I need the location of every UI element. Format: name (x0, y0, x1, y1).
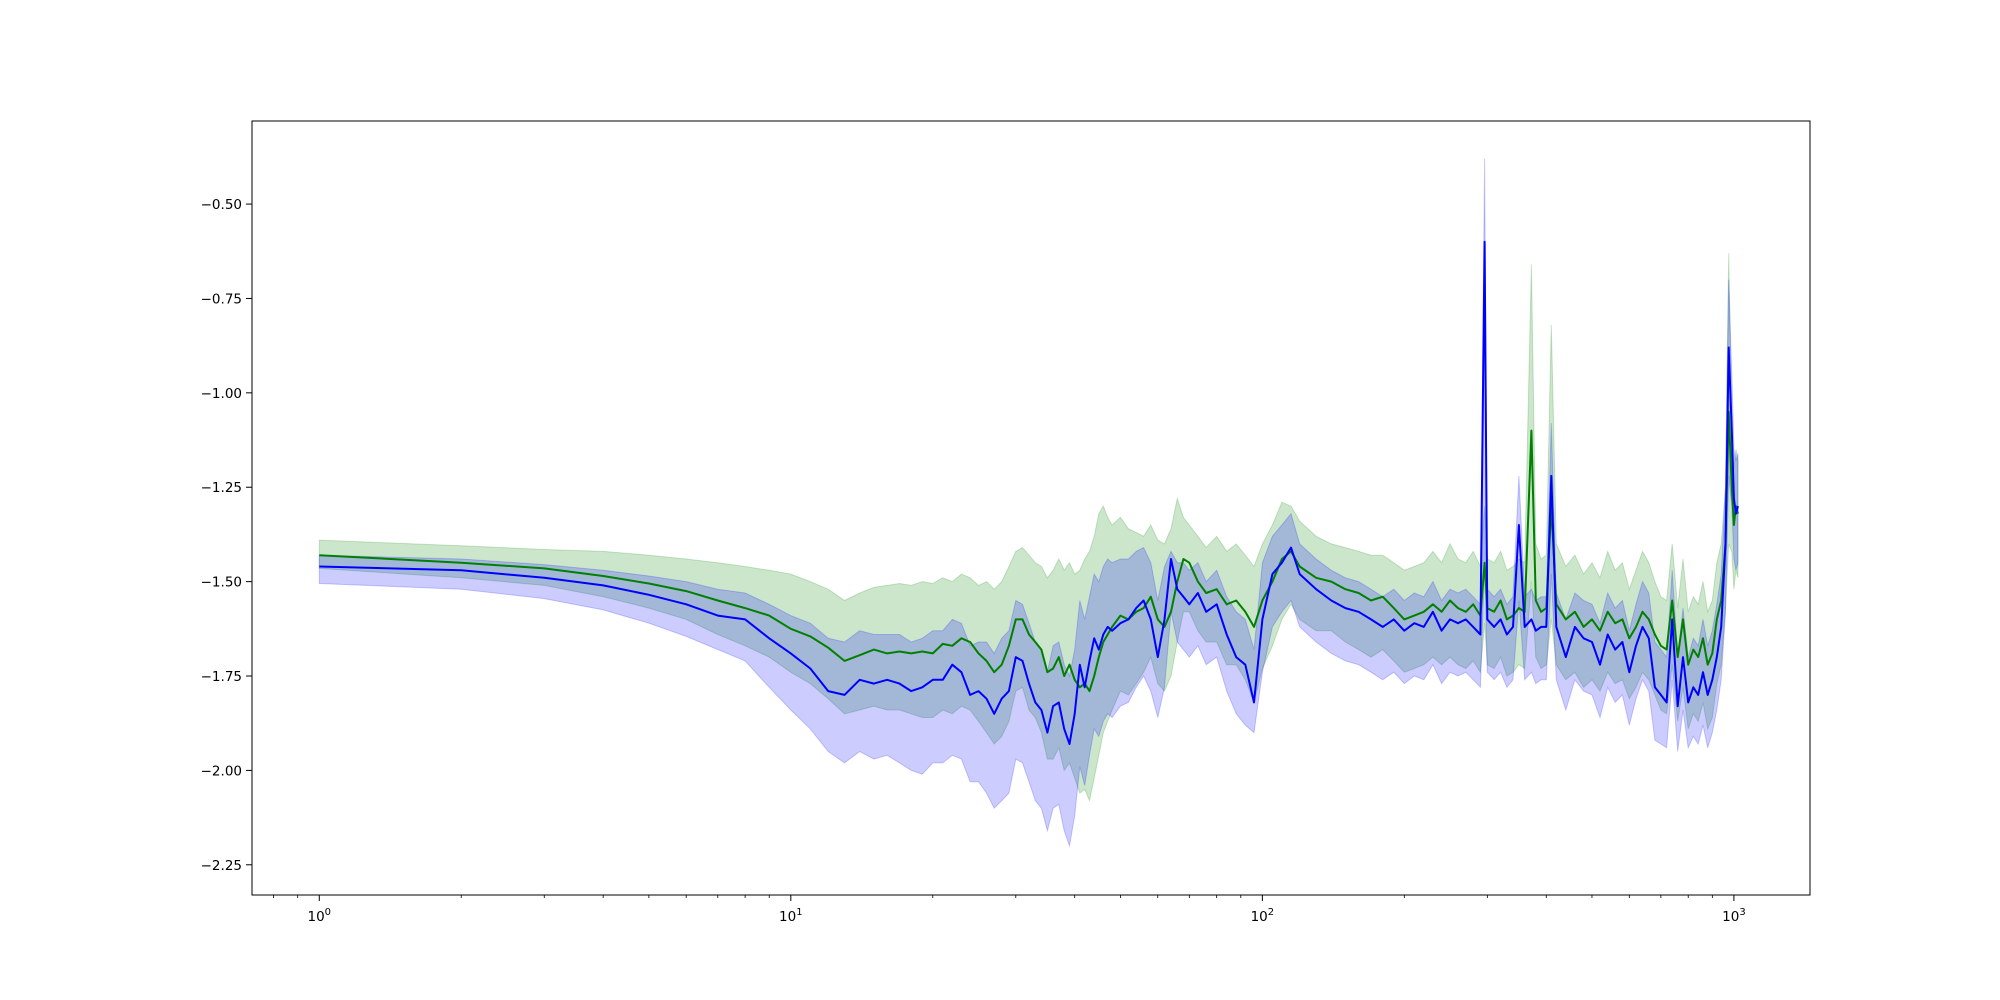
y-tick-label: −1.00 (201, 386, 242, 402)
y-tick-label: −1.50 (201, 575, 242, 591)
series-2-line (319, 240, 1739, 745)
y-tick-label: −2.25 (201, 858, 242, 874)
series-1-band (318, 253, 1739, 803)
y-tick-label: −2.00 (201, 763, 242, 779)
series-lines (319, 240, 1739, 745)
series-1-line (319, 410, 1739, 693)
x-tick-label: 102 (1251, 907, 1275, 925)
x-tick-label: 101 (779, 907, 803, 925)
series-2-band (318, 158, 1739, 848)
y-tick-label: −1.25 (201, 480, 242, 496)
confidence-bands (318, 158, 1739, 848)
y-tick-label: −1.75 (201, 669, 242, 685)
x-axis: 100 101 102 103 (273, 895, 1746, 925)
y-tick-label: −0.75 (201, 291, 242, 307)
x-tick-label: 103 (1722, 907, 1746, 925)
y-axis: −0.50 −0.75 −1.00 −1.25 −1.50 −1.75 −2.00 −2.25 (201, 197, 252, 874)
axes-frame (251, 120, 1811, 896)
x-tick-label: 100 (307, 907, 331, 925)
y-tick-label: −0.50 (201, 197, 242, 213)
